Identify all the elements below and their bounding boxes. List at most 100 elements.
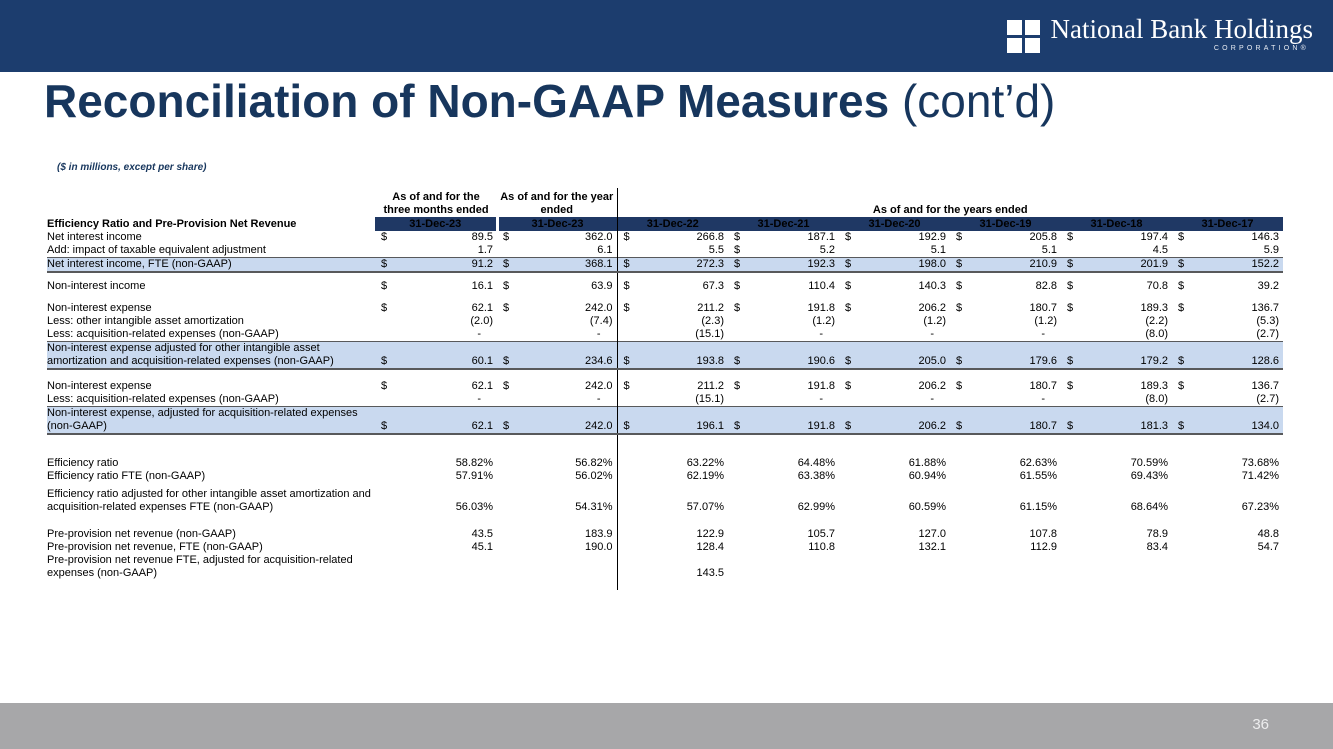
column-group-label: As of and for the year ended xyxy=(500,191,614,216)
table-cell: 43.5 xyxy=(471,528,493,540)
row-label: Pre-provision net revenue FTE, adjusted … xyxy=(47,554,353,579)
table-cell: 45.1 xyxy=(471,541,493,553)
table-cell: $62.1 xyxy=(375,406,497,435)
table-cell: $210.9 xyxy=(950,257,1061,273)
table-cell: (15.1) xyxy=(616,328,728,342)
table-cell: $205.0 xyxy=(839,341,950,370)
table-cell: (1.2) xyxy=(923,315,946,327)
row-label: Less: acquisition-related expenses (non-… xyxy=(47,393,279,405)
table-cell: $211.2 xyxy=(616,302,728,315)
reconciliation-table: As of and for the three months ended As o… xyxy=(47,188,1283,590)
table-row: Pre-provision net revenue, FTE (non-GAAP… xyxy=(47,541,1283,554)
column-header: 31-Dec-18 xyxy=(1061,217,1172,231)
table-cell: - xyxy=(596,393,601,405)
table-cell: 56.02% xyxy=(575,470,613,482)
row-label: Non-interest expense xyxy=(47,380,152,392)
table-cell: - xyxy=(930,393,934,405)
table-row: Less: acquisition-related expenses (non-… xyxy=(47,328,1283,342)
table-cell: $179.6 xyxy=(950,341,1061,370)
table-cell: 54.7 xyxy=(1257,541,1279,553)
table-cell: 61.88% xyxy=(908,457,946,469)
table-cell: $5.2 xyxy=(734,244,835,256)
row-label: Pre-provision net revenue (non-GAAP) xyxy=(47,528,236,540)
row-label: Pre-provision net revenue, FTE (non-GAAP… xyxy=(47,541,263,553)
table-cell: (8.0) xyxy=(1145,393,1168,405)
table-row: Less: other intangible asset amortizatio… xyxy=(47,315,1283,328)
table-cell: $192.9 xyxy=(845,231,946,243)
table-cell: - xyxy=(477,328,481,340)
table-cell: 83.4 xyxy=(1146,541,1168,553)
spacer-row xyxy=(47,580,1283,590)
table-cell: $266.8 xyxy=(616,231,728,244)
table-row: Non-interest expense, adjusted for acqui… xyxy=(47,406,1283,435)
row-label: Efficiency ratio adjusted for other inta… xyxy=(47,488,371,513)
row-label: Non-interest expense adjusted for other … xyxy=(47,341,375,370)
row-header-title: Efficiency Ratio and Pre-Provision Net R… xyxy=(47,218,297,230)
table-cell: $191.8 xyxy=(734,302,835,314)
table-row: Non-interest expense $62.1 $242.0 $211.2 $19… xyxy=(47,380,1283,393)
table-cell: (2.3) xyxy=(616,315,728,328)
table-cell: $272.3 xyxy=(616,257,728,273)
page-number: 36 xyxy=(1252,716,1269,733)
table-cell: 127.0 xyxy=(918,528,946,540)
table-cell: $136.7 xyxy=(1178,302,1279,314)
table-cell: 122.9 xyxy=(616,528,728,541)
table-cell xyxy=(375,554,497,580)
table-cell: (2.7) xyxy=(1256,393,1279,405)
table-cell: 71.42% xyxy=(1241,470,1279,482)
table-cell: 62.63% xyxy=(1019,457,1057,469)
table-cell: (15.1) xyxy=(616,393,728,407)
logo-company-name: National Bank Holdings xyxy=(1050,14,1313,44)
table-cell: $211.2 xyxy=(616,380,728,393)
nbh-squares-icon xyxy=(1006,20,1040,53)
table-cell: (8.0) xyxy=(1145,328,1168,340)
table-cell: (1.2) xyxy=(1034,315,1057,327)
table-cell: - xyxy=(477,393,481,405)
table-cell: $152.2 xyxy=(1172,257,1283,273)
page-title-suffix: (cont’d) xyxy=(889,75,1056,127)
table-cell: $368.1 xyxy=(497,257,617,273)
table-row: Less: acquisition-related expenses (non-… xyxy=(47,393,1283,407)
table-cell: $62.1 xyxy=(381,380,493,392)
row-label: Efficiency ratio xyxy=(47,457,119,469)
table-cell: $16.1 xyxy=(381,280,493,292)
spacer-row xyxy=(47,434,1283,457)
table-row: Pre-provision net revenue (non-GAAP) 43.5… xyxy=(47,528,1283,541)
table-row: Net interest income $89.5 $362.0 $266.8 $187… xyxy=(47,231,1283,244)
table-cell: $201.9 xyxy=(1061,257,1172,273)
table-cell: 58.82% xyxy=(455,457,493,469)
row-label: Net interest income, FTE (non-GAAP) xyxy=(47,257,375,273)
table-cell: $89.5 xyxy=(381,231,493,243)
table-cell: $206.2 xyxy=(845,302,946,314)
table-cell: 63.38% xyxy=(797,470,835,482)
table-cell: $198.0 xyxy=(839,257,950,273)
table-cell: $136.7 xyxy=(1178,380,1279,392)
table-cell: 132.1 xyxy=(918,541,946,553)
table-cell: $67.3 xyxy=(616,280,728,293)
table-cell: 54.31% xyxy=(575,501,613,513)
table-cell: 190.0 xyxy=(584,541,613,553)
column-header: 31-Dec-19 xyxy=(950,217,1061,231)
table-row: Non-interest expense adjusted for other … xyxy=(47,341,1283,370)
table-cell: $189.3 xyxy=(1067,302,1168,314)
table-cell: (7.4) xyxy=(589,315,613,327)
table-cell: 128.4 xyxy=(616,541,728,554)
table-cell: $146.3 xyxy=(1178,231,1279,243)
table-cell: $134.0 xyxy=(1172,406,1283,435)
table-cell: $234.6 xyxy=(497,341,617,370)
table-cell: 107.8 xyxy=(1029,528,1057,540)
table-cell xyxy=(728,554,839,580)
table-cell: $180.7 xyxy=(956,380,1057,392)
table-cell: 68.64% xyxy=(1130,501,1168,513)
table-cell: $187.1 xyxy=(734,231,835,243)
table-cell xyxy=(1061,554,1172,580)
column-group-header-row: As of and for the three months ended As o… xyxy=(47,188,1283,217)
table-cell: $190.6 xyxy=(728,341,839,370)
table-cell: (2.0) xyxy=(470,315,493,327)
table-cell: (2.7) xyxy=(1256,328,1279,340)
table-cell: - xyxy=(596,328,601,340)
column-header: 31-Dec-20 xyxy=(839,217,950,231)
row-label: Non-interest expense xyxy=(47,302,152,314)
table-cell xyxy=(839,554,950,580)
table-cell: 69.43% xyxy=(1130,470,1168,482)
